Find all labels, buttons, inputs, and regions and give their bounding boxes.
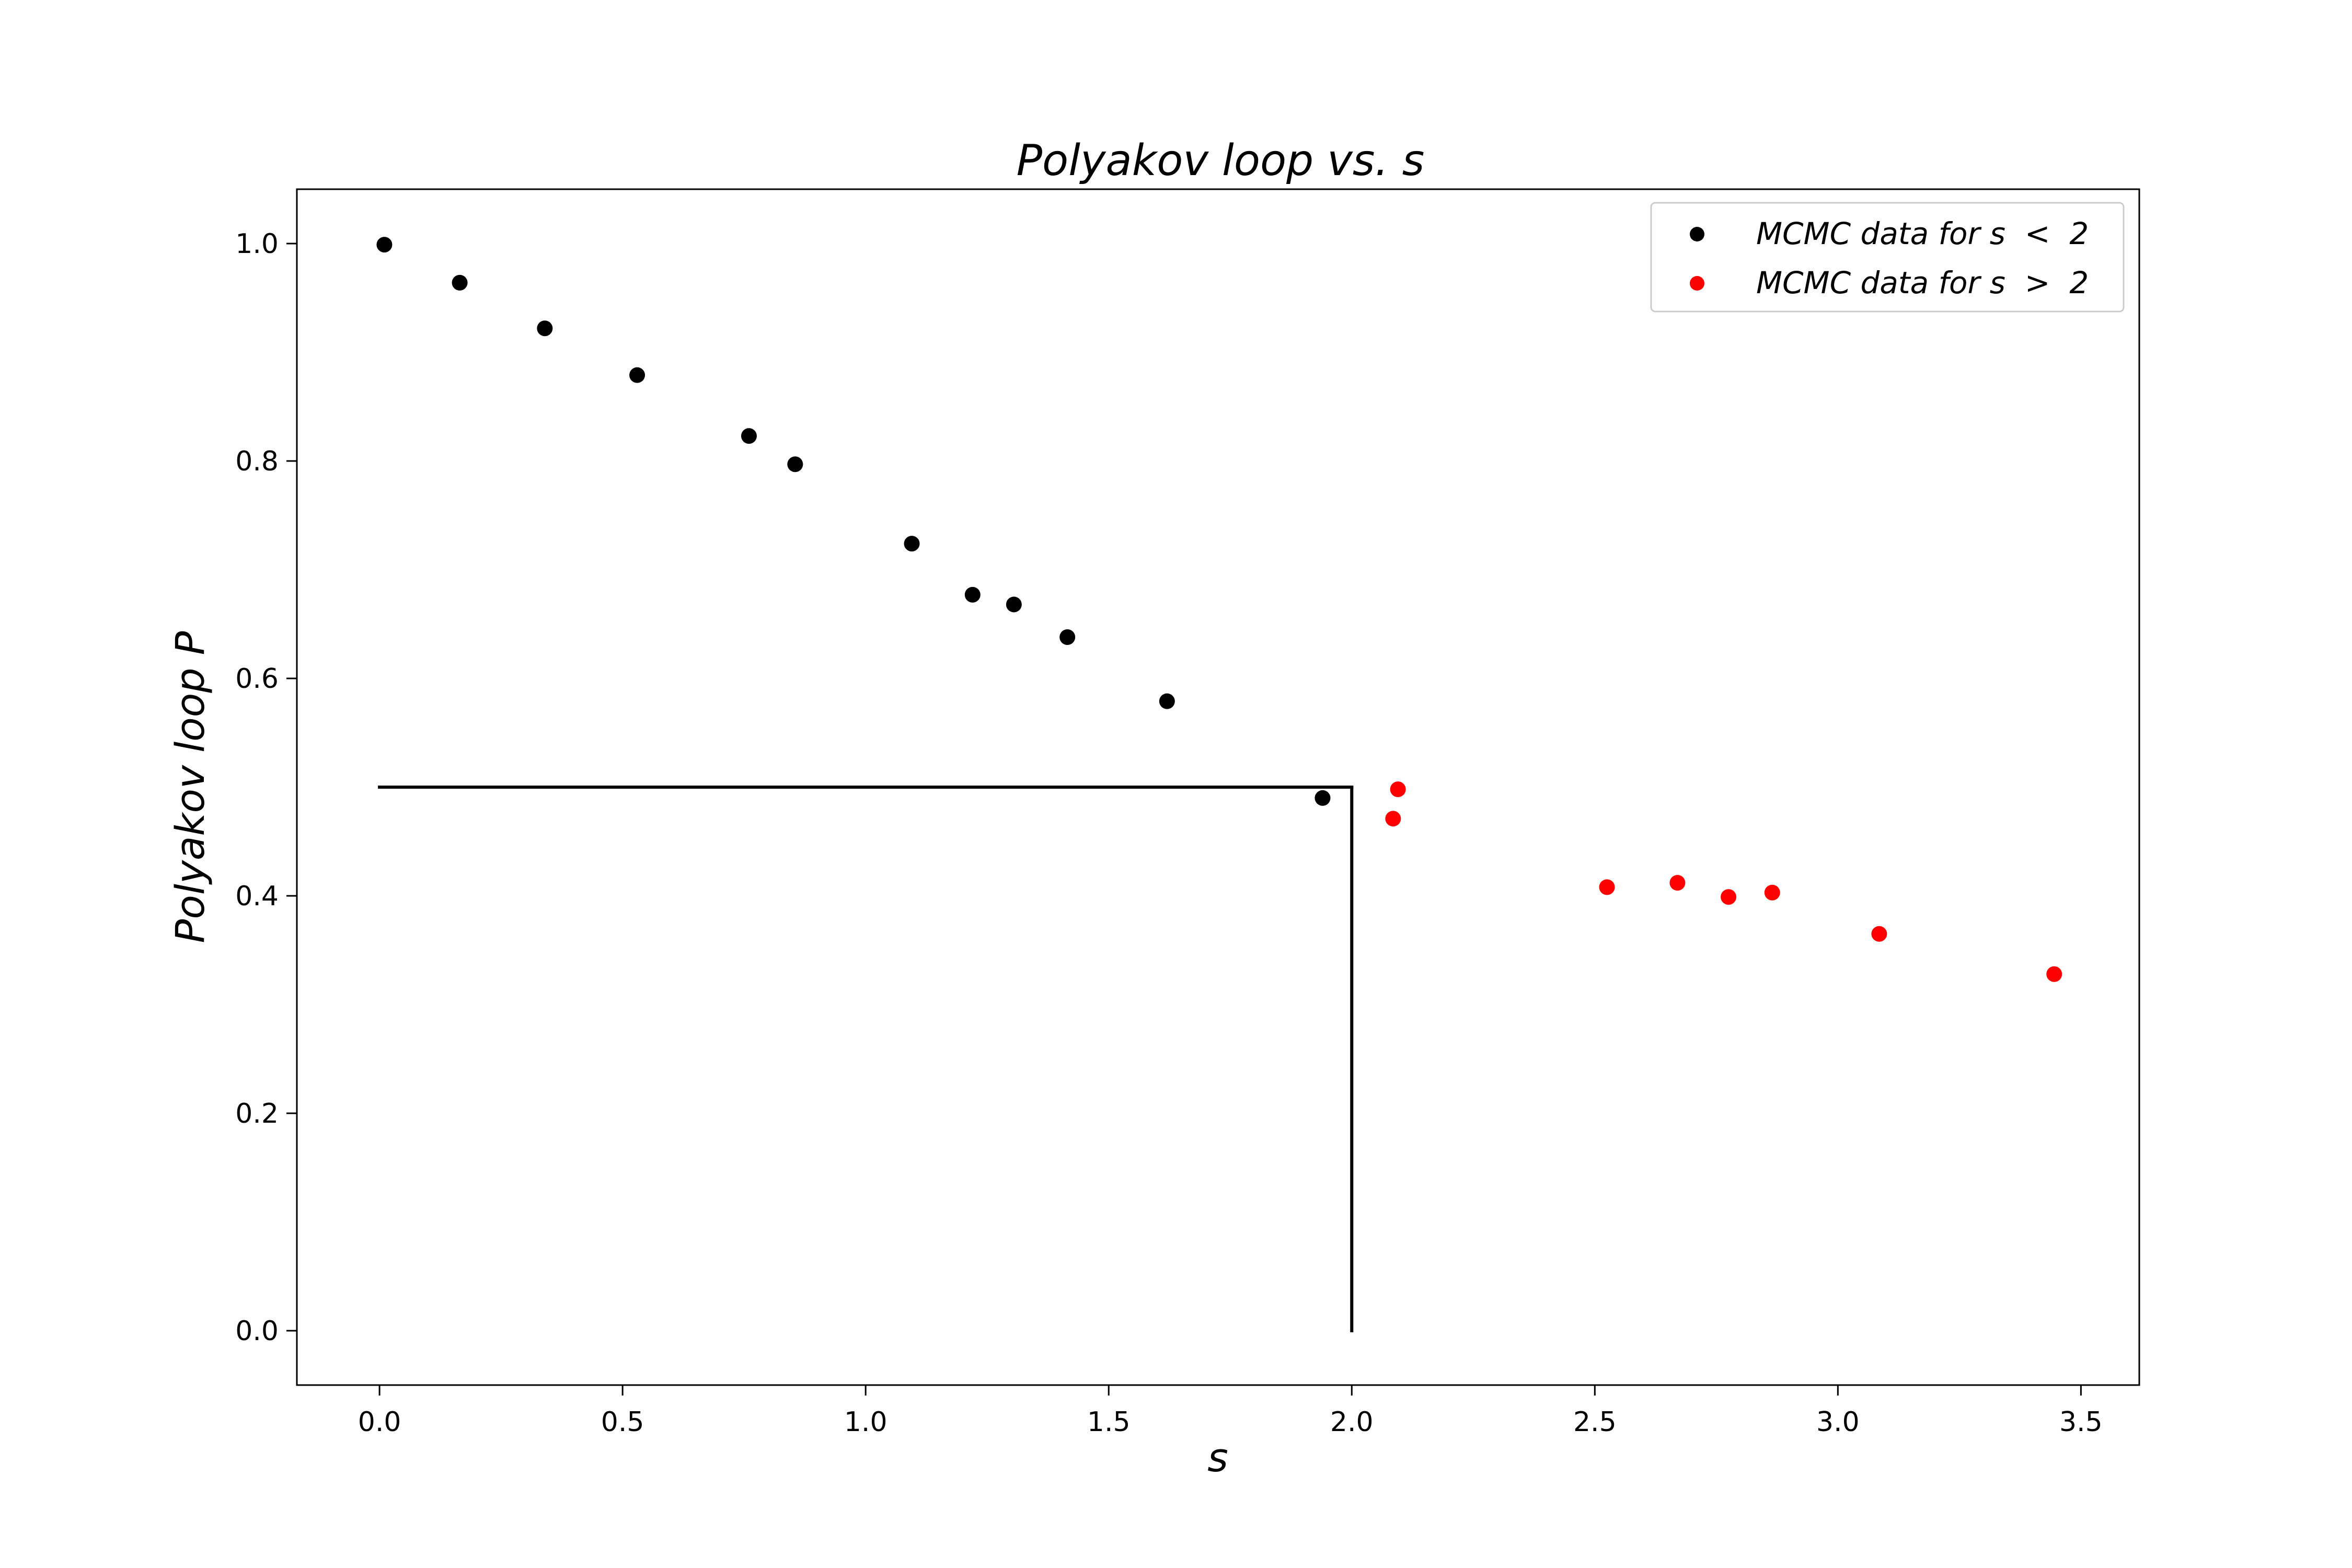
x-axis-title: s — [1207, 1434, 1228, 1481]
y-axis-title: Polyakov loop P — [167, 631, 213, 943]
data-point — [629, 367, 645, 383]
x-tick-label: 1.0 — [844, 1406, 887, 1438]
y-tick-label: 0.2 — [235, 1098, 279, 1129]
data-point — [741, 428, 757, 444]
data-point — [1390, 781, 1406, 798]
x-tick-label: 3.0 — [1816, 1406, 1860, 1438]
data-point — [964, 586, 981, 603]
x-tick-label: 2.0 — [1330, 1406, 1374, 1438]
data-point — [787, 456, 803, 472]
legend-marker-red — [1690, 276, 1704, 291]
x-axis: 0.0 0.5 1.0 1.5 2.0 2.5 3.0 3.5 — [358, 1385, 2103, 1438]
data-point — [1669, 875, 1686, 891]
legend-frame — [1650, 202, 2125, 313]
data-point — [904, 536, 920, 552]
data-point — [1599, 879, 1615, 895]
data-point — [1159, 693, 1175, 709]
y-tick-label: 0.8 — [235, 446, 279, 477]
data-point — [1385, 811, 1401, 827]
y-axis: 0.0 0.2 0.4 0.6 0.8 1.0 — [235, 228, 297, 1347]
series-1 — [1385, 781, 2062, 982]
legend: MCMC data for s < 2 MCMC data for s > 2 — [1650, 202, 2125, 313]
y-tick-label: 1.0 — [235, 228, 279, 260]
y-tick-label: 0.4 — [235, 881, 279, 912]
chart-title: Polyakov loop vs. s — [1017, 136, 1425, 186]
data-point — [452, 274, 468, 291]
data-point — [1764, 884, 1780, 901]
x-tick-label: 3.5 — [2059, 1406, 2103, 1438]
data-point — [537, 320, 553, 337]
data-point — [1006, 596, 1022, 613]
data-point — [1721, 889, 1737, 905]
x-tick-label: 0.0 — [358, 1406, 401, 1438]
legend-marker-black — [1690, 227, 1704, 241]
x-tick-label: 2.5 — [1573, 1406, 1617, 1438]
legend-label: MCMC data for s < 2 — [1756, 216, 2089, 251]
x-tick-label: 0.5 — [601, 1406, 644, 1438]
plot-area — [376, 237, 2062, 1332]
series-0 — [376, 237, 1331, 806]
y-tick-label: 0.0 — [235, 1316, 279, 1347]
data-point — [1059, 629, 1076, 645]
x-tick-label: 1.5 — [1087, 1406, 1131, 1438]
y-tick-label: 0.6 — [235, 663, 279, 695]
data-point — [2046, 966, 2062, 982]
data-point — [1871, 926, 1887, 942]
data-point — [376, 237, 393, 253]
legend-label: MCMC data for s > 2 — [1756, 265, 2089, 301]
data-point — [1315, 790, 1331, 806]
plot-frame — [296, 188, 2140, 1386]
